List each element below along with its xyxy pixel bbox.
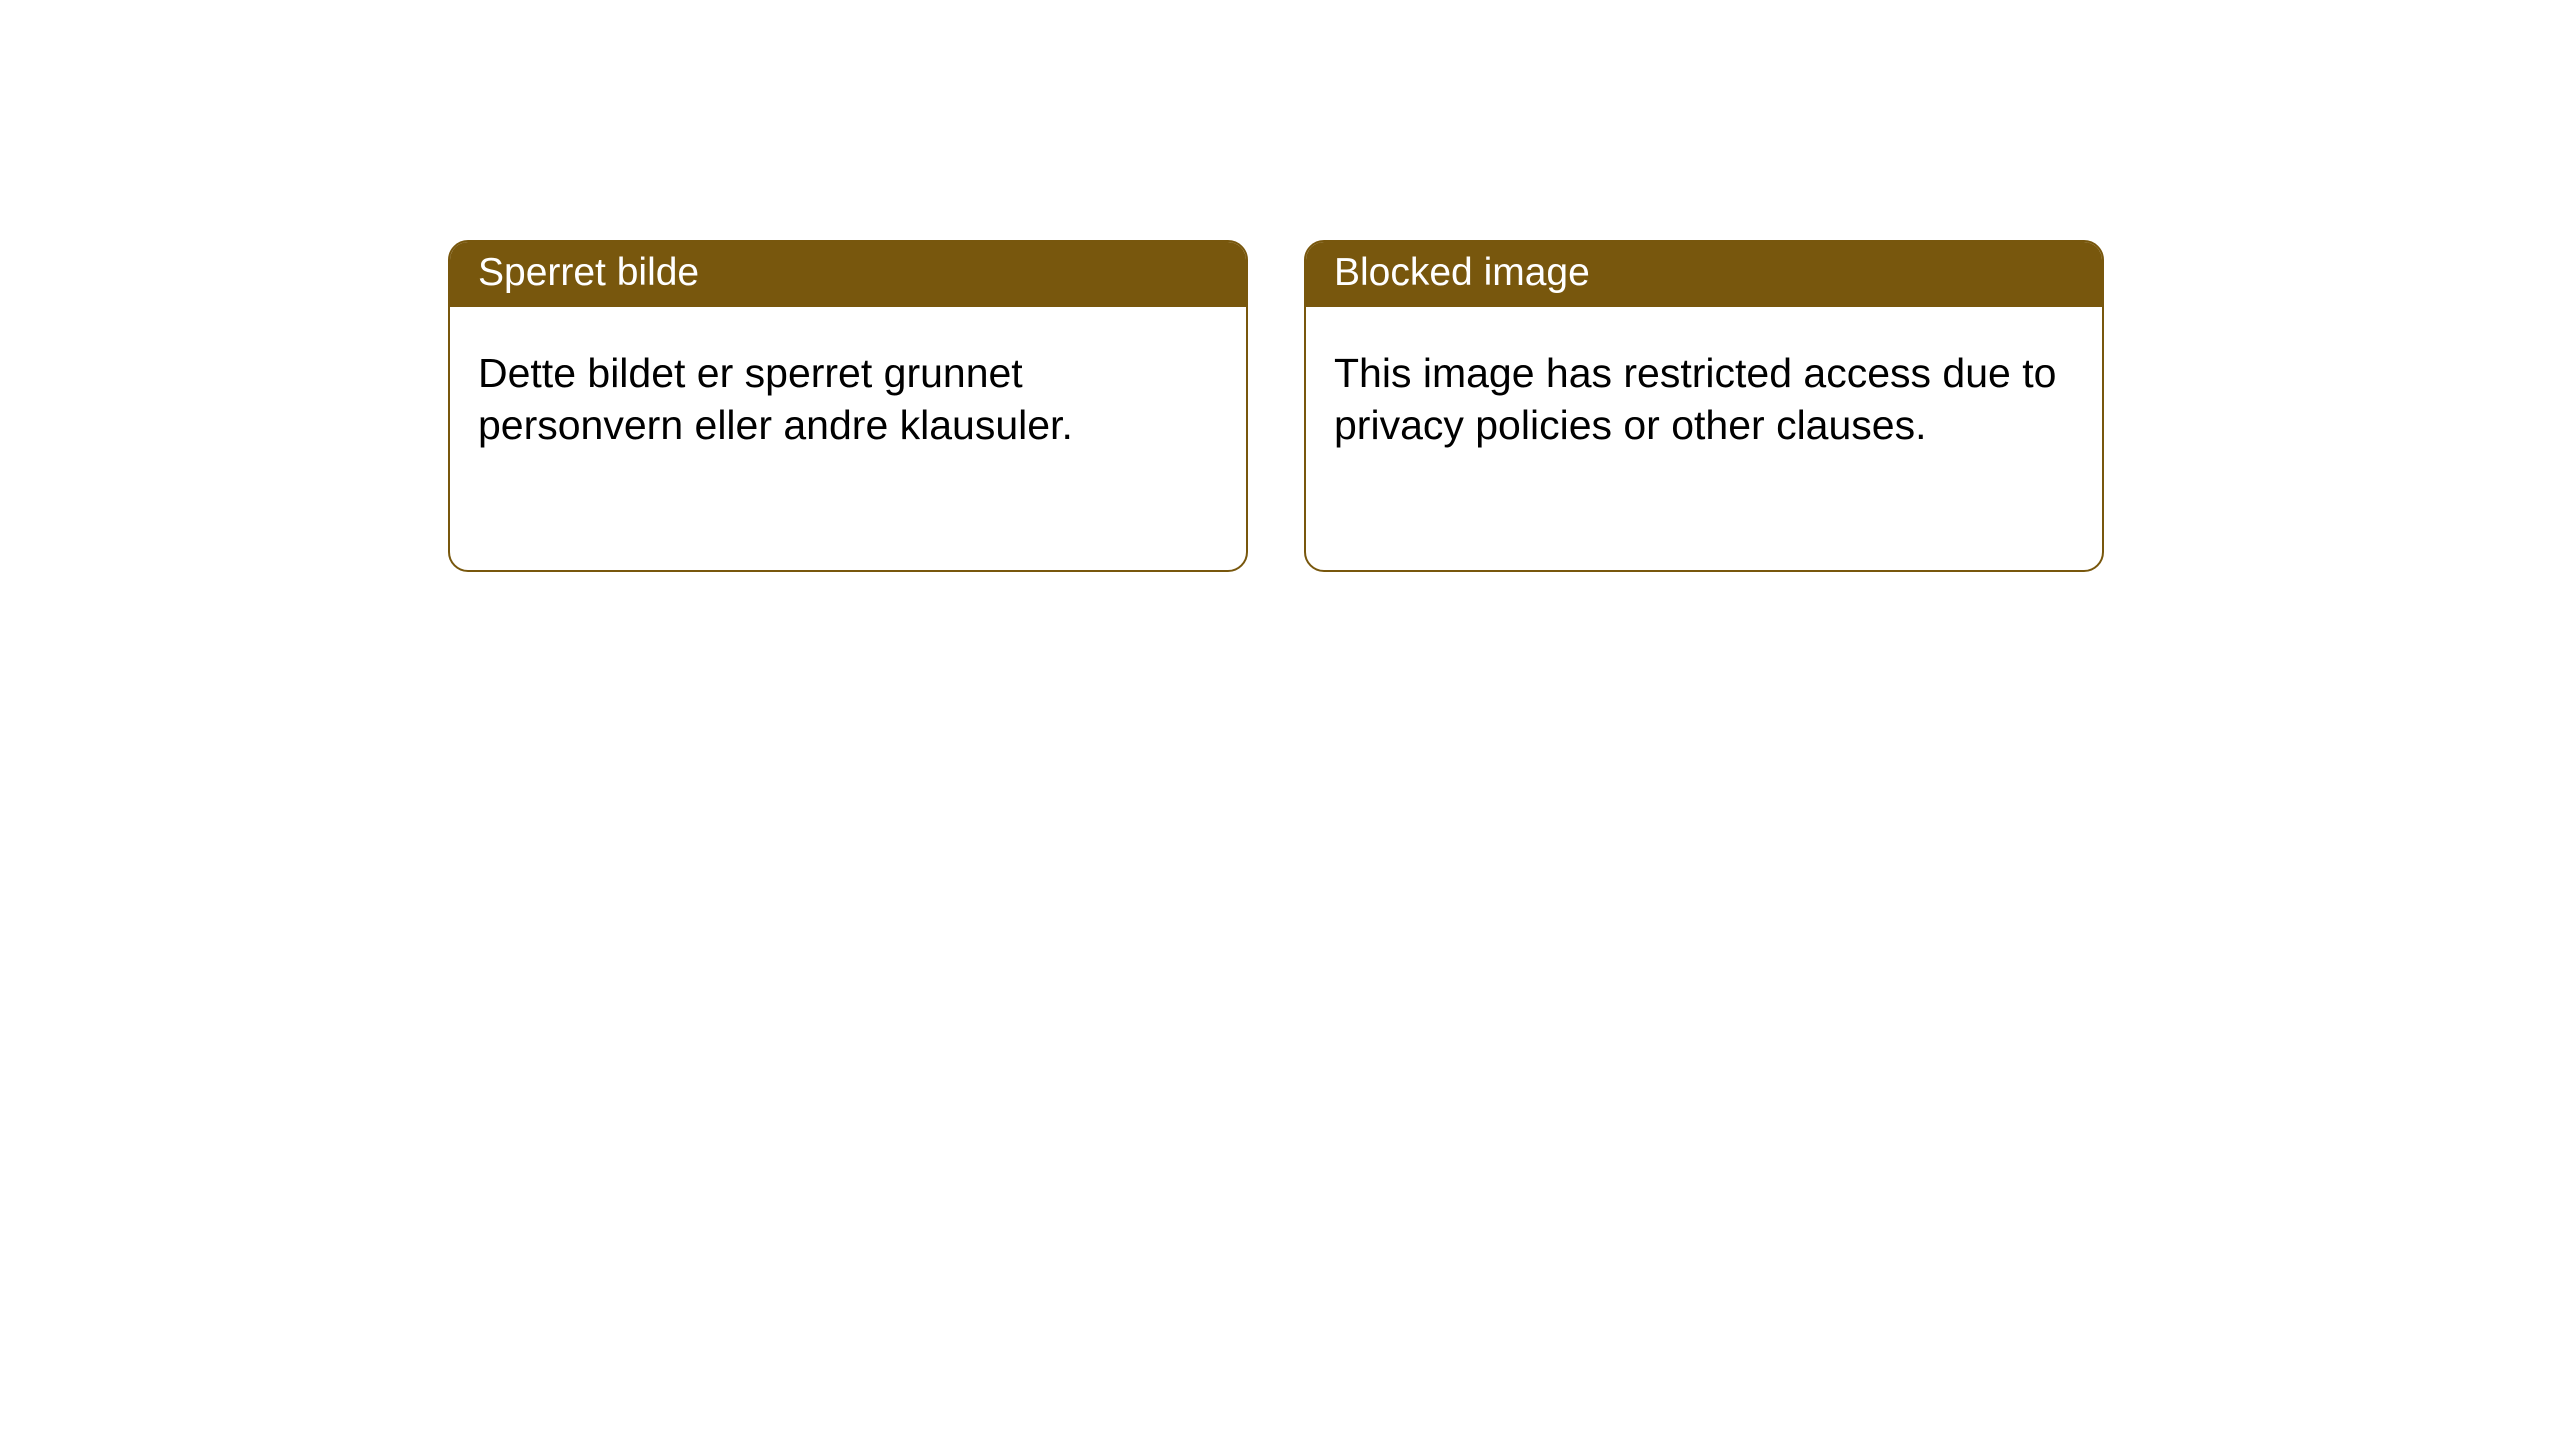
notice-title-en: Blocked image <box>1306 242 2102 307</box>
notice-card-no: Sperret bilde Dette bildet er sperret gr… <box>448 240 1248 572</box>
notice-body-no: Dette bildet er sperret grunnet personve… <box>450 307 1246 570</box>
notice-card-en: Blocked image This image has restricted … <box>1304 240 2104 572</box>
notice-container: Sperret bilde Dette bildet er sperret gr… <box>448 240 2104 572</box>
notice-body-en: This image has restricted access due to … <box>1306 307 2102 570</box>
notice-title-no: Sperret bilde <box>450 242 1246 307</box>
